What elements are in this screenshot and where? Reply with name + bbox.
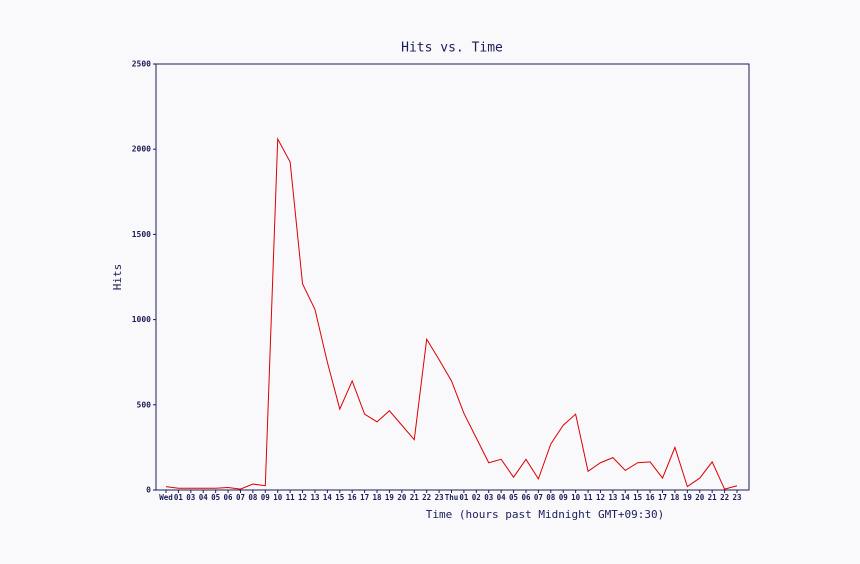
- x-tick-label: 17: [658, 493, 667, 502]
- x-tick-label: 12: [298, 493, 307, 502]
- x-tick-label: 01: [174, 493, 184, 502]
- x-tick-label: 06: [224, 493, 234, 502]
- x-tick-label: 06: [521, 493, 531, 502]
- x-tick-label: 16: [646, 493, 656, 502]
- x-tick-label: 10: [571, 493, 581, 502]
- x-tick-label: 21: [708, 493, 718, 502]
- x-tick-label: 21: [410, 493, 420, 502]
- y-tick-label: 1000: [132, 315, 151, 324]
- x-tick-label: 18: [373, 493, 383, 502]
- x-tick-label: 08: [546, 493, 556, 502]
- x-tick-label: 19: [683, 493, 693, 502]
- x-axis-label: Time (hours past Midnight GMT+09:30): [426, 508, 664, 521]
- y-tick-label: 1500: [132, 230, 151, 239]
- x-tick-label: 07: [534, 493, 543, 502]
- x-tick-label: 13: [310, 493, 320, 502]
- x-tick-label: 14: [621, 493, 631, 502]
- x-tick-label: 17: [360, 493, 369, 502]
- x-tick-label: 23: [435, 493, 445, 502]
- x-tick-label: 11: [584, 493, 594, 502]
- plot-frame: [155, 63, 750, 491]
- y-axis-label: Hits: [111, 264, 124, 291]
- x-tick-label: 20: [695, 493, 705, 502]
- x-tick-label: 14: [323, 493, 333, 502]
- x-tick-label: 12: [596, 493, 605, 502]
- x-tick-label: Thu: [445, 493, 459, 502]
- x-tick-label: 02: [472, 493, 481, 502]
- x-tick-label: 23: [732, 493, 742, 502]
- x-tick-label: 22: [720, 493, 729, 502]
- x-tick-label: 10: [273, 493, 283, 502]
- x-tick-label: 15: [335, 493, 344, 502]
- x-tick-label: 01: [459, 493, 469, 502]
- data-line: [165, 137, 738, 490]
- x-tick-label: 04: [497, 493, 507, 502]
- x-tick-label: 16: [348, 493, 358, 502]
- x-tick-label: 13: [608, 493, 618, 502]
- x-tick-label: Wed: [159, 493, 173, 502]
- x-tick-label: 05: [211, 493, 220, 502]
- x-tick-label: 05: [509, 493, 518, 502]
- y-tick-label: 0: [146, 486, 151, 495]
- x-tick-label: 20: [397, 493, 407, 502]
- x-tick-label: 18: [670, 493, 680, 502]
- x-tick-label: 15: [633, 493, 642, 502]
- x-tick-label: 19: [385, 493, 395, 502]
- y-tick-label: 2000: [132, 145, 151, 154]
- y-tick-label: 2500: [132, 60, 151, 69]
- x-tick-label: 08: [248, 493, 258, 502]
- x-tick-label: 03: [186, 493, 196, 502]
- x-tick-label: 03: [484, 493, 494, 502]
- x-tick-label: 22: [422, 493, 431, 502]
- x-tick-label: 09: [261, 493, 271, 502]
- x-tick-label: 09: [559, 493, 569, 502]
- x-tick-label: 11: [286, 493, 296, 502]
- chart-title: Hits vs. Time: [401, 41, 503, 56]
- x-tick-label: 07: [236, 493, 245, 502]
- y-tick-label: 500: [137, 400, 152, 409]
- x-tick-label: 04: [199, 493, 209, 502]
